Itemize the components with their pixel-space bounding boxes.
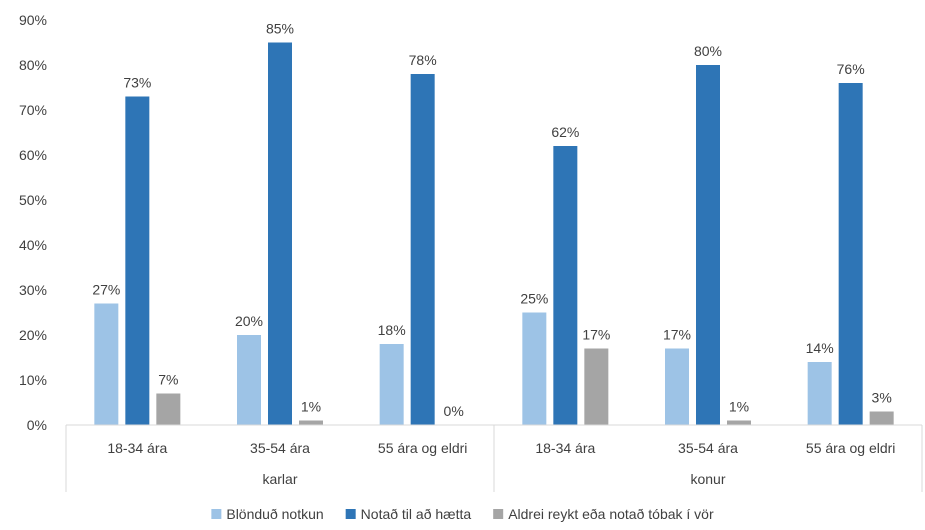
y-tick-label: 0% bbox=[27, 417, 47, 433]
y-tick-label: 10% bbox=[19, 372, 47, 388]
bar bbox=[696, 65, 720, 425]
y-tick-label: 20% bbox=[19, 327, 47, 343]
legend-label: Notað til að hætta bbox=[361, 506, 472, 522]
data-label: 14% bbox=[806, 340, 834, 356]
bar bbox=[522, 312, 547, 425]
data-label: 62% bbox=[551, 124, 579, 140]
y-tick-label: 70% bbox=[19, 102, 47, 118]
bar bbox=[553, 146, 578, 425]
data-label: 17% bbox=[663, 327, 691, 343]
data-label: 7% bbox=[158, 372, 178, 388]
x-tick-label: 35-54 ára bbox=[678, 440, 738, 456]
data-label: 76% bbox=[837, 61, 865, 77]
bar bbox=[665, 348, 689, 425]
x-tick-label: 55 ára og eldri bbox=[806, 440, 896, 456]
data-label: 27% bbox=[92, 282, 120, 298]
y-axis: 0% 10% 20% 30% 40% 50% 60% 70% 80% 90% bbox=[19, 12, 47, 433]
x-axis: 18-34 ára 35-54 ára 55 ára og eldri 18-34 á… bbox=[65, 424, 923, 492]
bar bbox=[584, 348, 609, 425]
y-tick-label: 90% bbox=[19, 12, 47, 28]
y-tick-label: 40% bbox=[19, 237, 47, 253]
data-label: 85% bbox=[266, 21, 294, 37]
y-tick-label: 80% bbox=[19, 57, 47, 73]
y-tick-label: 30% bbox=[19, 282, 47, 298]
bar bbox=[299, 420, 323, 425]
legend-label: Aldrei reykt eða notað tóbak í vör bbox=[508, 506, 714, 522]
x-tick-label: 18-34 ára bbox=[535, 440, 595, 456]
y-tick-label: 50% bbox=[19, 192, 47, 208]
data-label: 18% bbox=[378, 322, 406, 338]
data-label: 73% bbox=[123, 75, 151, 91]
y-tick-label: 60% bbox=[19, 147, 47, 163]
bar bbox=[807, 362, 832, 425]
legend-swatch bbox=[345, 509, 356, 519]
group-label: konur bbox=[690, 471, 725, 487]
data-label: 1% bbox=[301, 399, 321, 415]
bar bbox=[727, 420, 751, 425]
legend-swatch bbox=[493, 509, 504, 519]
bars: 27% 20% 18% 25% 17% 14% 73% 85% 78% 62% 80% 76% 7% 1%… bbox=[92, 21, 894, 425]
legend-swatch bbox=[211, 509, 222, 519]
bar bbox=[237, 335, 261, 425]
data-label: 0% bbox=[444, 403, 464, 419]
legend-label: Blönduð notkun bbox=[226, 506, 323, 522]
bar bbox=[125, 96, 150, 425]
x-tick-label: 18-34 ára bbox=[107, 440, 167, 456]
bar bbox=[869, 411, 894, 425]
data-label: 20% bbox=[235, 313, 263, 329]
bar bbox=[94, 303, 119, 425]
legend: Blönduð notkun Notað til að hætta Aldrei r… bbox=[211, 506, 714, 522]
bar bbox=[379, 344, 404, 425]
data-label: 78% bbox=[409, 52, 437, 68]
data-label: 80% bbox=[694, 43, 722, 59]
data-label: 17% bbox=[582, 327, 610, 343]
bar bbox=[410, 74, 435, 425]
data-label: 25% bbox=[520, 291, 548, 307]
bar bbox=[838, 83, 863, 425]
x-tick-label: 35-54 ára bbox=[250, 440, 310, 456]
bar bbox=[268, 42, 292, 425]
group-label: karlar bbox=[262, 471, 297, 487]
data-label: 3% bbox=[872, 390, 892, 406]
x-tick-label: 55 ára og eldri bbox=[378, 440, 468, 456]
bar bbox=[156, 393, 181, 425]
data-label: 1% bbox=[729, 399, 749, 415]
